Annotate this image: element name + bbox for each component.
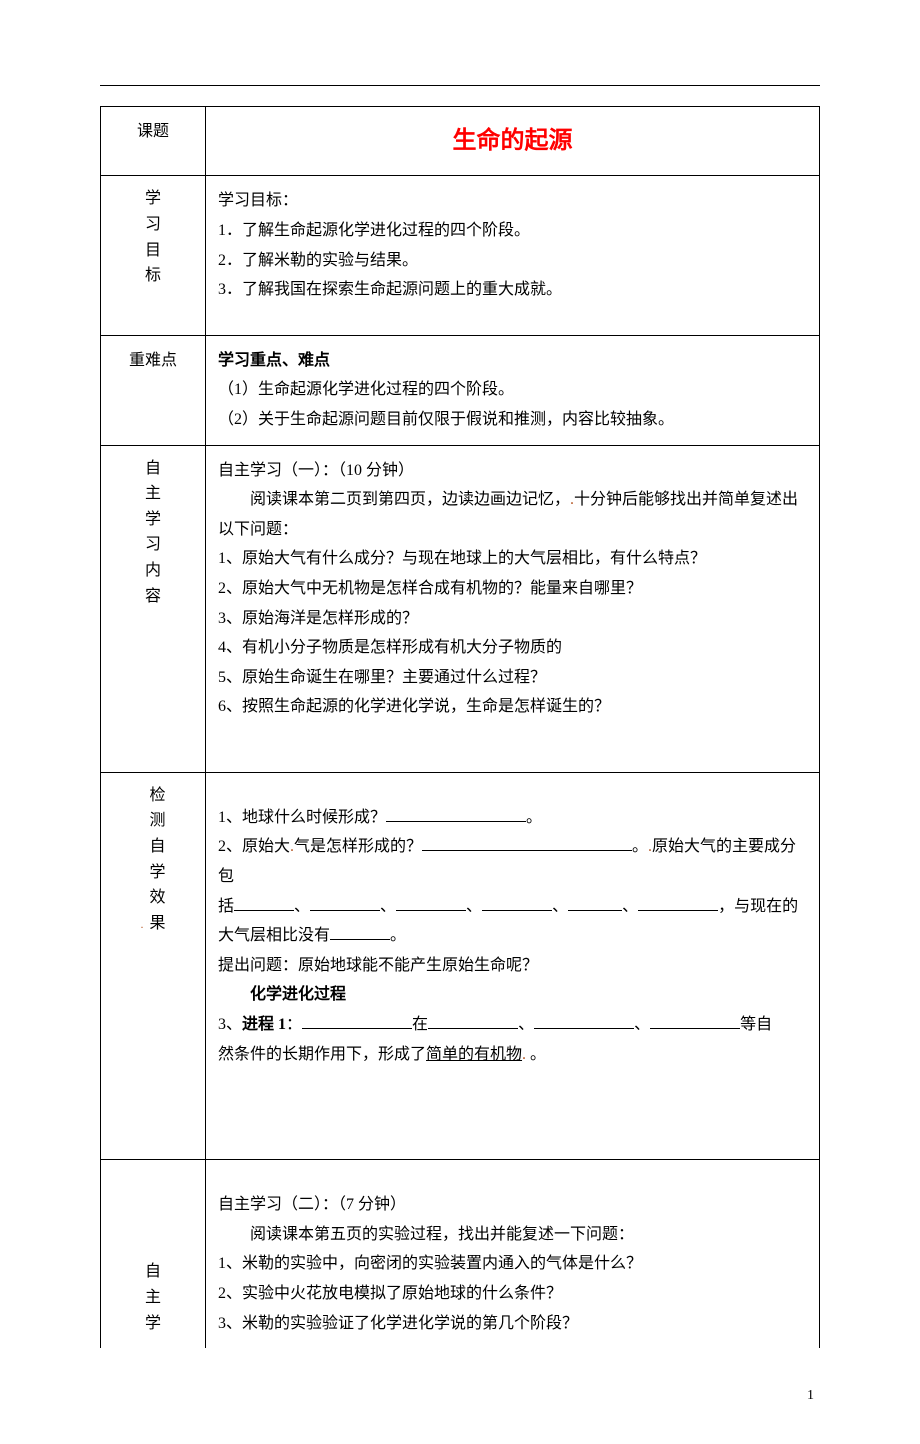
check-l7c: 等自: [740, 1016, 772, 1033]
selfstudy1-q3: 3、原始海洋是怎样形成的？: [218, 604, 807, 634]
check-l4b: 。: [390, 927, 406, 944]
cell-selfstudy1: 自主学习（一）：（10 分钟） 阅读课本第二页到第四页，边读边画边记忆，.十分钟…: [206, 445, 820, 772]
blank-input[interactable]: [386, 805, 526, 822]
accent-dot-icon: .: [140, 917, 143, 931]
check-l3a: 括: [218, 898, 234, 915]
selfstudy1-heading: 自主学习（一）：（10 分钟）: [218, 456, 807, 486]
blank-input[interactable]: [422, 834, 632, 851]
blank-input[interactable]: [482, 894, 552, 911]
check-l4a: 大气层相比没有: [218, 927, 330, 944]
goals-heading: 学习目标：: [218, 186, 807, 216]
cell-goals: 学习目标： 1．了解生命起源化学进化过程的四个阶段。 2．了解米勒的实验与结果。…: [206, 176, 820, 335]
lesson-table: 课题 生命的起源 学 习 目 标 学习目标： 1．了解生命起源化学进化过程的四个…: [100, 106, 820, 1348]
check-line6: 化学进化过程: [218, 980, 807, 1010]
check-line3: 括、、、、、，与现在的: [218, 892, 807, 922]
check-l7b: 在: [412, 1016, 428, 1033]
selfstudy1-intro: 阅读课本第二页到第四页，边读边画边记忆，.十分钟后能够找出并简单复述出以下问题：: [218, 485, 807, 544]
selfstudy1-q6: 6、按照生命起源的化学进化学说，生命是怎样诞生的？: [218, 692, 807, 722]
label-keypoints-cell: 重难点: [101, 335, 206, 445]
blank-input[interactable]: [638, 894, 718, 911]
cell-title: 生命的起源: [206, 107, 820, 176]
check-line8: 然条件的长期作用下，形成了简单的有机物. 。: [218, 1040, 807, 1070]
check-line7: 3、进程 1：在、、等自: [218, 1010, 807, 1040]
selfstudy1-q5: 5、原始生命诞生在哪里？主要通过什么过程？: [218, 663, 807, 693]
selfstudy1-q1: 1、原始大气有什么成分？与现在地球上的大气层相比，有什么特点？: [218, 544, 807, 574]
row-topic: 课题 生命的起源: [101, 107, 820, 176]
keypoints-heading: 学习重点、难点: [218, 346, 807, 376]
label-topic-cell: 课题: [101, 107, 206, 176]
label-selfstudy1-cell: 自 主 学 习 内 容: [101, 445, 206, 772]
keypoint-1: （1）生命起源化学进化过程的四个阶段。: [218, 375, 807, 405]
label-goals: 学 习 目 标: [145, 186, 161, 288]
goal-2: 2．了解米勒的实验与结果。: [218, 246, 807, 276]
blank-input[interactable]: [396, 894, 466, 911]
check-line2: 2、原始大.气是怎样形成的？。.原始大气的主要成分包: [218, 832, 807, 891]
blank-input[interactable]: [568, 894, 622, 911]
accent-dot-icon: .: [570, 491, 574, 508]
label-topic: 课题: [137, 123, 169, 140]
goal-3: 3．了解我国在探索生命起源问题上的重大成就。: [218, 275, 807, 305]
label-selfstudy2-cell: 自 主 学: [101, 1160, 206, 1348]
label-check: . 检 测 自 学 效 果: [113, 783, 193, 939]
row-selfstudy2: 自 主 学 自主学习（二）：（7 分钟） 阅读课本第五页的实验过程，找出并能复述…: [101, 1160, 820, 1348]
cell-check: 1、地球什么时候形成？。 2、原始大.气是怎样形成的？。.原始大气的主要成分包 …: [206, 772, 820, 1159]
check-l8u: 简单的有机物: [426, 1046, 522, 1063]
selfstudy2-q2: 2、实验中火花放电模拟了原始地球的什么条件？: [218, 1279, 807, 1309]
goal-1: 1．了解生命起源化学进化过程的四个阶段。: [218, 216, 807, 246]
check-l8b: 。: [526, 1046, 546, 1063]
selfstudy2-q1: 1、米勒的实验中，向密闭的实验装置内通入的气体是什么？: [218, 1249, 807, 1279]
label-keypoints: 重难点: [129, 352, 177, 369]
cell-selfstudy2: 自主学习（二）：（7 分钟） 阅读课本第五页的实验过程，找出并能复述一下问题： …: [206, 1160, 820, 1348]
row-keypoints: 重难点 学习重点、难点 （1）生命起源化学进化过程的四个阶段。 （2）关于生命起…: [101, 335, 820, 445]
blank-input[interactable]: [428, 1012, 518, 1029]
blank-input[interactable]: [302, 1012, 412, 1029]
check-line4: 大气层相比没有 。: [218, 921, 807, 951]
label-selfstudy2: 自 主 学: [145, 1259, 161, 1336]
row-goals: 学 习 目 标 学习目标： 1．了解生命起源化学进化过程的四个阶段。 2．了解米…: [101, 176, 820, 335]
keypoint-2: （2）关于生命起源问题目前仅限于假说和推测，内容比较抽象。: [218, 405, 807, 435]
check-l1a: 1、地球什么时候形成？: [218, 809, 386, 826]
check-l8a: 然条件的长期作用下，形成了: [218, 1046, 426, 1063]
blank-input[interactable]: [310, 894, 380, 911]
blank-input[interactable]: [650, 1012, 740, 1029]
selfstudy2-intro: 阅读课本第五页的实验过程，找出并能复述一下问题：: [218, 1220, 807, 1250]
selfstudy2-heading: 自主学习（二）：（7 分钟）: [218, 1190, 807, 1220]
page-number: 1: [100, 1388, 820, 1404]
top-horizontal-rule: [100, 85, 820, 86]
blank-input[interactable]: [330, 923, 390, 940]
blank-input[interactable]: [234, 894, 294, 911]
selfstudy1-q4: 4、有机小分子物质是怎样形成有机大分子物质的: [218, 633, 807, 663]
label-selfstudy-content: 自 主 学 习 内 容: [145, 456, 161, 610]
check-line5: 提出问题：原始地球能不能产生原始生命呢？: [218, 951, 807, 981]
label-check-cell: . 检 测 自 学 效 果: [101, 772, 206, 1159]
lesson-title: 生命的起源: [218, 119, 807, 163]
check-l3b: ，与现在的: [718, 898, 798, 915]
row-selfstudy1: 自 主 学 习 内 容 自主学习（一）：（10 分钟） 阅读课本第二页到第四页，…: [101, 445, 820, 772]
row-check: . 检 测 自 学 效 果 1、地球什么时候形成？。 2、原始大.气是怎: [101, 772, 820, 1159]
label-check-text: 检 测 自 学 效 果: [149, 783, 165, 937]
check-l1b: 。: [526, 809, 542, 826]
label-goals-cell: 学 习 目 标: [101, 176, 206, 335]
cell-keypoints: 学习重点、难点 （1）生命起源化学进化过程的四个阶段。 （2）关于生命起源问题目…: [206, 335, 820, 445]
selfstudy1-q2: 2、原始大气中无机物是怎样合成有机物的？能量来自哪里？: [218, 574, 807, 604]
blank-input[interactable]: [534, 1012, 634, 1029]
selfstudy2-q3: 3、米勒的实验验证了化学进化学说的第几个阶段？: [218, 1309, 807, 1339]
check-line1: 1、地球什么时候形成？ 。: [218, 803, 807, 833]
